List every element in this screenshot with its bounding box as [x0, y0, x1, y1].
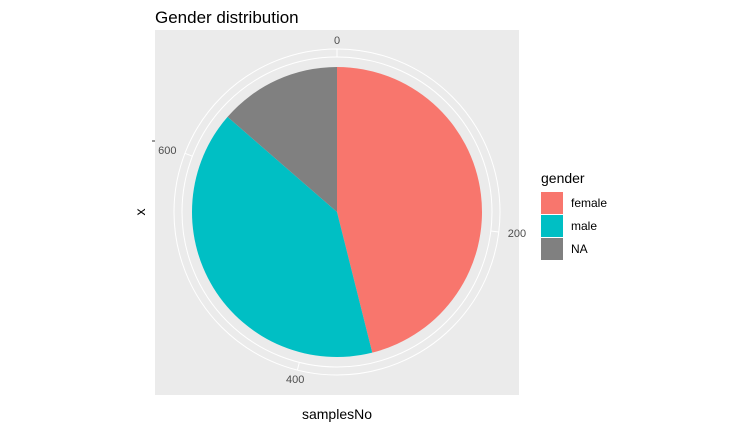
- legend: gender female male NA: [541, 170, 607, 260]
- legend-label: NA: [571, 242, 588, 256]
- tick-labels: 0 200 400 600: [158, 35, 526, 386]
- legend-title: gender: [541, 170, 585, 186]
- legend-label: female: [571, 196, 607, 210]
- tick-label: 600: [158, 145, 176, 157]
- legend-swatch-female: [541, 192, 563, 214]
- tick-label: 400: [286, 374, 304, 386]
- tick-label: 0: [334, 35, 340, 47]
- polar-grid: [173, 48, 501, 376]
- pie-slices: [192, 67, 482, 357]
- legend-swatch-na: [541, 238, 563, 260]
- tick-label: 200: [508, 228, 526, 240]
- pie-slice-female: [337, 67, 482, 353]
- chart-title: Gender distribution: [155, 8, 299, 27]
- x-axis-title: samplesNo: [302, 406, 372, 422]
- grid-spoke: [490, 230, 499, 233]
- grid-spoke: [184, 152, 193, 157]
- grid-spoke: [296, 362, 300, 371]
- y-axis-title: x: [132, 209, 148, 216]
- pie-slice-na: [227, 67, 337, 212]
- legend-label: male: [571, 219, 597, 233]
- pie-slice-male: [192, 116, 373, 357]
- legend-swatch-male: [541, 215, 563, 237]
